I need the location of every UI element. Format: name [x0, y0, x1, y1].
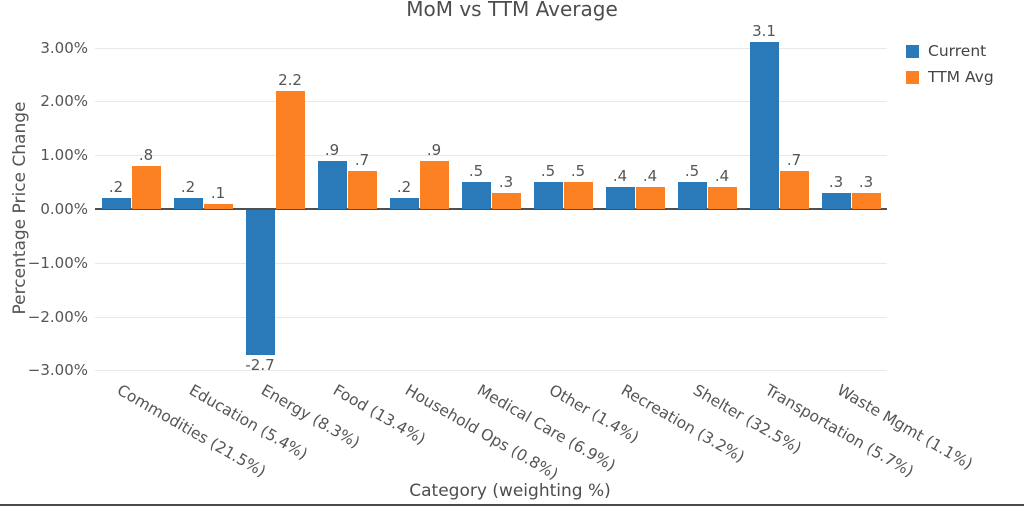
x-axis-zero-line: [95, 208, 887, 210]
window-bottom-edge: [0, 504, 1024, 506]
bar-current[interactable]: [461, 182, 491, 209]
bar-value-label: .3: [498, 172, 514, 191]
y-tick-label: 3.00%: [40, 38, 88, 57]
legend-item-current[interactable]: Current: [906, 38, 994, 64]
bar-value-label: .5: [684, 162, 700, 181]
bar-value-label: .7: [786, 151, 802, 170]
bar-current[interactable]: [317, 160, 347, 209]
bar-ttm-avg[interactable]: [419, 160, 449, 209]
bar-current[interactable]: [749, 42, 779, 209]
bar-ttm-avg[interactable]: [563, 182, 593, 209]
gridline: [95, 47, 887, 49]
bar-current[interactable]: [677, 182, 707, 209]
y-tick-label: 0.00%: [40, 200, 88, 218]
gridline: [95, 370, 887, 372]
bar-ttm-avg[interactable]: [635, 187, 665, 209]
legend-swatch-current-icon: [906, 44, 919, 58]
legend: Current TTM Avg: [906, 38, 994, 90]
bar-current[interactable]: [533, 182, 563, 209]
y-tick-label: 1.00%: [40, 146, 88, 165]
bar-ttm-avg[interactable]: [203, 203, 233, 209]
bar-current[interactable]: [605, 187, 635, 209]
bar-value-label: .2: [180, 178, 196, 197]
gridline: [95, 155, 887, 157]
bar-value-label: .4: [642, 167, 658, 186]
y-tick-label: −3.00%: [27, 361, 88, 380]
bar-ttm-avg[interactable]: [491, 192, 521, 209]
category-tick-label: Recreation (3.2%): [618, 381, 748, 467]
bar-value-label: .7: [354, 151, 370, 170]
legend-label-ttm-avg: TTM Avg: [928, 68, 994, 86]
bar-value-label: .3: [828, 172, 844, 191]
bar-ttm-avg[interactable]: [707, 187, 737, 209]
bar-ttm-avg[interactable]: [275, 90, 305, 209]
bar-value-label: .5: [468, 162, 484, 181]
bar-current[interactable]: [821, 192, 851, 209]
bar-value-label: 3.1: [752, 22, 776, 41]
bar-value-label: .9: [324, 140, 340, 159]
y-tick-label: −2.00%: [27, 307, 88, 326]
x-axis-title: Category (weighting %): [409, 481, 611, 501]
bar-ttm-avg[interactable]: [131, 165, 161, 209]
bar-value-label: .3: [858, 172, 874, 191]
legend-swatch-ttm-avg-icon: [906, 70, 919, 84]
bar-value-label: .1: [210, 183, 226, 202]
bar-value-label: .8: [138, 145, 154, 164]
legend-label-current: Current: [928, 42, 987, 60]
bar-ttm-avg[interactable]: [851, 192, 881, 209]
bar-current[interactable]: [389, 198, 419, 209]
bar-current[interactable]: [245, 210, 275, 356]
gridline: [95, 101, 887, 103]
y-tick-label: 2.00%: [40, 92, 88, 111]
bar-value-label: .9: [426, 140, 442, 159]
bar-value-label: .5: [540, 162, 556, 181]
gridline: [95, 316, 887, 318]
bar-value-label: 2.2: [278, 70, 302, 89]
category-tick-label: Education (5.4%): [186, 381, 311, 464]
bar-value-label: .5: [570, 162, 586, 181]
bar-value-label: .2: [396, 178, 412, 197]
y-tick-label: −1.00%: [27, 253, 88, 272]
bar-ttm-avg[interactable]: [347, 171, 377, 209]
bar-current[interactable]: [101, 198, 131, 209]
bar-value-label: .2: [108, 178, 124, 197]
gridline: [95, 262, 887, 264]
legend-item-ttm-avg[interactable]: TTM Avg: [906, 64, 994, 90]
bar-ttm-avg[interactable]: [779, 171, 809, 209]
bar-value-label: .4: [714, 167, 730, 186]
bar-current[interactable]: [173, 198, 203, 209]
bar-value-label: -2.7: [245, 356, 275, 375]
bar-value-label: .4: [612, 167, 628, 186]
chart-title: MoM vs TTM Average: [406, 0, 618, 21]
